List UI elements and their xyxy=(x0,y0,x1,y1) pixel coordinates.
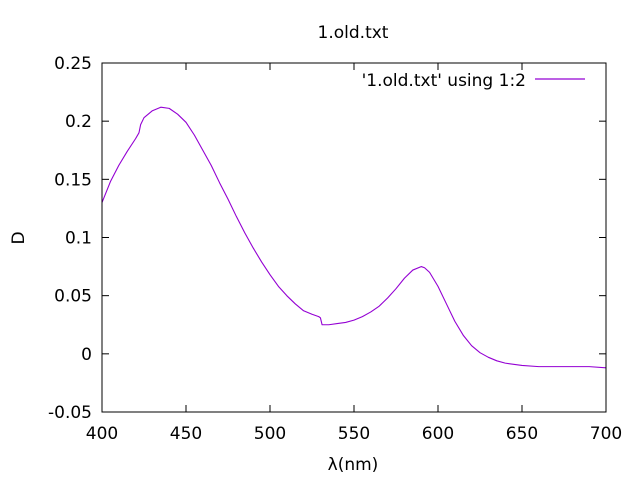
data-point xyxy=(321,324,323,326)
data-point xyxy=(588,366,590,367)
data-point xyxy=(185,122,187,123)
y-tick-label: 0.1 xyxy=(65,229,92,249)
data-point xyxy=(110,181,111,182)
data-point xyxy=(387,297,388,299)
data-point xyxy=(294,303,296,305)
y-tick-label: 0.25 xyxy=(54,54,92,74)
data-point xyxy=(261,261,262,263)
data-point xyxy=(143,117,145,118)
axis-ticks: 400 450 500 550 600 650 700 -0.05 0 0.05 0.1 0.15 0.… xyxy=(48,54,622,444)
data-point xyxy=(286,295,288,296)
x-tick-label: 400 xyxy=(86,424,118,444)
x-tick-label: 700 xyxy=(590,424,622,444)
data-point xyxy=(424,267,425,269)
chart-title: 1.old.txt xyxy=(318,23,389,43)
data-point xyxy=(538,366,540,367)
data-point xyxy=(194,134,195,136)
data-point xyxy=(210,165,212,166)
x-tick-label: 450 xyxy=(170,424,202,444)
data-point xyxy=(202,149,204,151)
data-point xyxy=(336,323,338,324)
data-point xyxy=(311,313,313,315)
data-point xyxy=(420,266,422,267)
data-point xyxy=(328,324,330,326)
data-point xyxy=(454,320,456,322)
x-tick-label: 550 xyxy=(338,424,370,444)
data-point xyxy=(320,317,321,319)
data-point xyxy=(219,182,220,184)
data-point xyxy=(362,316,363,317)
data-point xyxy=(378,305,380,307)
data-point xyxy=(437,286,439,287)
data-point xyxy=(168,108,170,109)
data-point xyxy=(244,232,246,234)
data-point xyxy=(370,311,372,313)
data-point xyxy=(479,352,481,353)
x-tick-label: 650 xyxy=(506,424,538,444)
data-point xyxy=(318,316,320,317)
data-point xyxy=(269,274,271,276)
legend-label: '1.old.txt' using 1:2 xyxy=(362,71,526,91)
data-point xyxy=(521,365,523,366)
data-point xyxy=(236,216,237,217)
y-tick-label: 0.2 xyxy=(65,112,92,132)
data-point xyxy=(227,198,229,200)
legend: '1.old.txt' using 1:2 xyxy=(362,71,585,91)
y-tick-label: 0 xyxy=(81,345,92,365)
plot-area xyxy=(101,106,607,369)
x-tick-label: 500 xyxy=(254,424,286,444)
data-point xyxy=(177,113,178,115)
data-point xyxy=(160,106,162,108)
data-point xyxy=(471,345,472,346)
data-point xyxy=(404,277,405,279)
data-point xyxy=(138,132,140,134)
data-point xyxy=(496,360,498,362)
data-point xyxy=(429,272,430,273)
data-point xyxy=(504,362,506,364)
data-point xyxy=(126,151,128,152)
data-point xyxy=(462,334,464,336)
data-point xyxy=(252,247,254,249)
data-point xyxy=(152,110,153,111)
data-point xyxy=(135,138,136,139)
data-point xyxy=(118,165,120,166)
x-axis-label: λ(nm) xyxy=(328,455,379,475)
series-line xyxy=(101,106,607,369)
data-point xyxy=(353,319,355,321)
data-point xyxy=(140,124,141,125)
y-tick-label: 0.15 xyxy=(54,170,92,190)
x-tick-label: 600 xyxy=(422,424,454,444)
data-point xyxy=(412,269,414,271)
y-tick-label: -0.05 xyxy=(48,403,92,423)
data-point xyxy=(555,366,556,367)
data-point xyxy=(446,303,447,305)
data-point xyxy=(278,286,279,287)
data-point xyxy=(345,322,346,323)
y-axis-label: D xyxy=(9,231,29,244)
data-point xyxy=(572,366,573,367)
data-point xyxy=(303,310,304,312)
data-point xyxy=(488,357,489,358)
y-tick-label: 0.05 xyxy=(54,287,92,307)
data-point xyxy=(395,288,397,289)
plot-frame xyxy=(101,62,607,413)
